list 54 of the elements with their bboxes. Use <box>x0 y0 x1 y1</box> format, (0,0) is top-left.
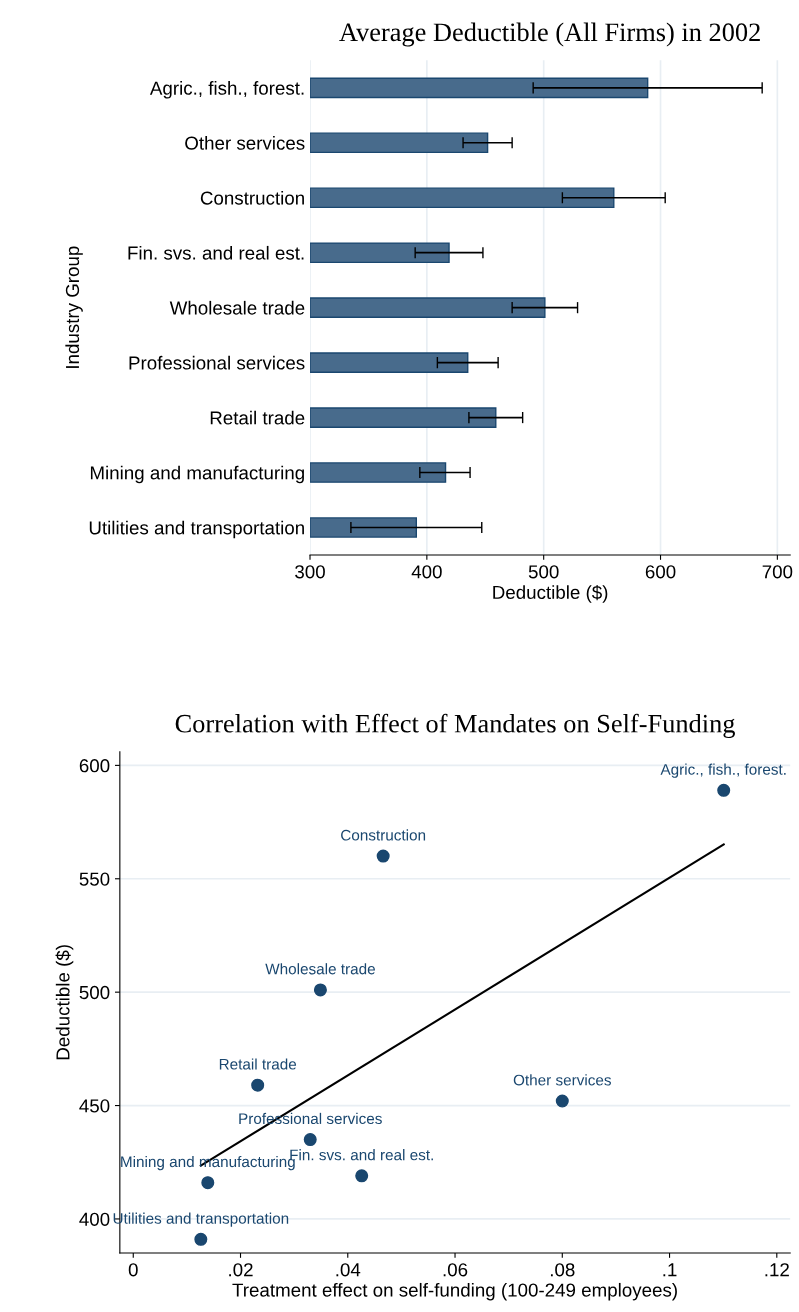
annotation: Other services <box>513 1074 611 1086</box>
bar <box>310 462 447 483</box>
x-axis-title: Deductible ($) <box>493 584 608 603</box>
x-tick-label: 700 <box>762 565 793 579</box>
y-tick-label: Mining and manufacturing <box>90 465 304 484</box>
y-tick-label: Retail trade <box>210 410 305 425</box>
bar <box>310 517 418 538</box>
bar <box>310 77 649 99</box>
x-tick-label: .06 <box>443 1263 468 1277</box>
y-tick-label: Other services <box>185 136 305 150</box>
point <box>355 1169 369 1183</box>
bar <box>310 297 546 318</box>
y-tick-label: 500 <box>79 985 110 1000</box>
y-tick-label: Fin. svs. and real est. <box>128 245 304 260</box>
y-tick-label: 400 <box>79 1212 110 1226</box>
x-tick-label: 300 <box>295 565 325 579</box>
chart-title: Average Deductible (All Firms) in 2002 <box>339 22 760 47</box>
x-tick-label: 500 <box>528 565 559 579</box>
x-tick-label: .12 <box>765 1263 789 1277</box>
x-tick-label: 0 <box>128 1263 138 1277</box>
y-tick-label: Professional services <box>129 355 305 370</box>
x-tick-label: .02 <box>229 1263 253 1277</box>
bar <box>310 407 497 428</box>
annotation: Wholesale trade <box>265 963 375 975</box>
chart-title: Correlation with Effect of Mandates on Self-Funding <box>175 713 735 739</box>
bar <box>310 352 469 373</box>
point <box>194 1232 208 1246</box>
x-tick-label: .08 <box>550 1263 575 1277</box>
point <box>251 1078 265 1092</box>
y-axis-title: Industry Group <box>65 246 83 368</box>
x-tick-label: 400 <box>411 565 442 579</box>
point <box>313 983 327 997</box>
bar <box>310 187 615 209</box>
x-axis-title: Treatment effect on self-funding (100-249 employees) <box>232 1282 677 1301</box>
annotation: Construction <box>341 829 426 841</box>
point <box>303 1133 317 1147</box>
annotation: Agric., fish., forest. <box>660 763 786 778</box>
x-tick-label: .1 <box>663 1263 677 1277</box>
x-tick-label: .04 <box>336 1263 361 1277</box>
y-tick-label: Construction <box>200 190 304 205</box>
bar <box>310 132 489 154</box>
y-tick-label: Agric., fish., forest. <box>149 81 304 99</box>
y-tick-label: 450 <box>79 1099 110 1113</box>
point <box>376 849 390 863</box>
point <box>201 1176 215 1190</box>
y-tick-label: 550 <box>79 872 110 886</box>
y-tick-label: Wholesale trade <box>169 300 305 315</box>
y-axis-title: Deductible ($) <box>55 945 74 1060</box>
y-tick-label: Utilities and transportation <box>89 520 304 539</box>
y-tick-label: 600 <box>79 759 110 773</box>
x-tick-label: 600 <box>645 565 676 579</box>
point <box>717 783 731 797</box>
bar <box>310 242 450 264</box>
point <box>555 1094 569 1108</box>
